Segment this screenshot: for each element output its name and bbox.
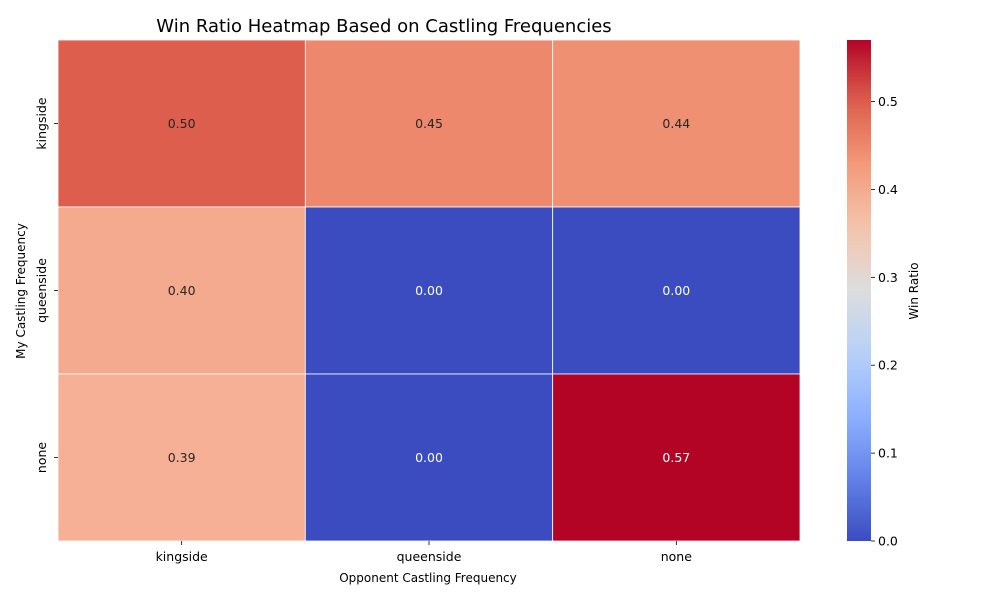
heatmap-cell bbox=[552, 206, 801, 375]
y-tick-label: kingside bbox=[34, 97, 49, 149]
y-tick-label: none bbox=[34, 442, 49, 473]
colorbar-tick-label: 0.3 bbox=[878, 270, 898, 285]
cell-value-label: 0.00 bbox=[662, 283, 690, 298]
heatmap-cell bbox=[57, 373, 306, 542]
cell-value-label: 0.50 bbox=[168, 116, 196, 131]
colorbar-tick-label: 0.0 bbox=[878, 534, 898, 549]
x-tick-label: kingside bbox=[156, 549, 208, 564]
colorbar: 0.0 0.1 0.2 0.3 0.4 0.5 bbox=[847, 40, 898, 549]
x-axis: kingside queenside none bbox=[156, 541, 692, 564]
colorbar-tick-label: 0.4 bbox=[878, 182, 898, 197]
heatmap-cells: 0.50 0.45 0.44 0.40 0.00 0.00 0.39 0.00 0.57 bbox=[57, 39, 801, 542]
colorbar-tick-label: 0.2 bbox=[878, 358, 898, 373]
colorbar-tick-label: 0.1 bbox=[878, 446, 898, 461]
x-tick-label: queenside bbox=[397, 549, 462, 564]
colorbar-gradient bbox=[847, 40, 871, 541]
x-axis-label: Opponent Castling Frequency bbox=[339, 571, 517, 585]
cell-value-label: 0.00 bbox=[415, 283, 443, 298]
y-tick-label: queenside bbox=[34, 258, 49, 323]
cell-value-label: 0.39 bbox=[168, 450, 196, 465]
heatmap-cell bbox=[304, 39, 554, 208]
heatmap-cell bbox=[57, 39, 306, 208]
y-axis-label: My Castling Frequency bbox=[14, 223, 28, 359]
y-axis: kingside queenside none bbox=[34, 97, 58, 473]
heatmap-cell bbox=[552, 39, 801, 208]
colorbar-tick-label: 0.5 bbox=[878, 94, 898, 109]
heatmap-cell bbox=[57, 206, 306, 375]
x-tick-label: none bbox=[661, 549, 692, 564]
heatmap-cell bbox=[304, 206, 554, 375]
cell-value-label: 0.44 bbox=[662, 116, 690, 131]
cell-value-label: 0.00 bbox=[415, 450, 443, 465]
colorbar-label: Win Ratio bbox=[907, 262, 921, 319]
chart-title: Win Ratio Heatmap Based on Castling Freq… bbox=[156, 16, 611, 37]
cell-value-label: 0.57 bbox=[662, 450, 690, 465]
cell-value-label: 0.45 bbox=[415, 116, 443, 131]
cell-value-label: 0.40 bbox=[168, 283, 196, 298]
heatmap-cell bbox=[304, 373, 554, 542]
